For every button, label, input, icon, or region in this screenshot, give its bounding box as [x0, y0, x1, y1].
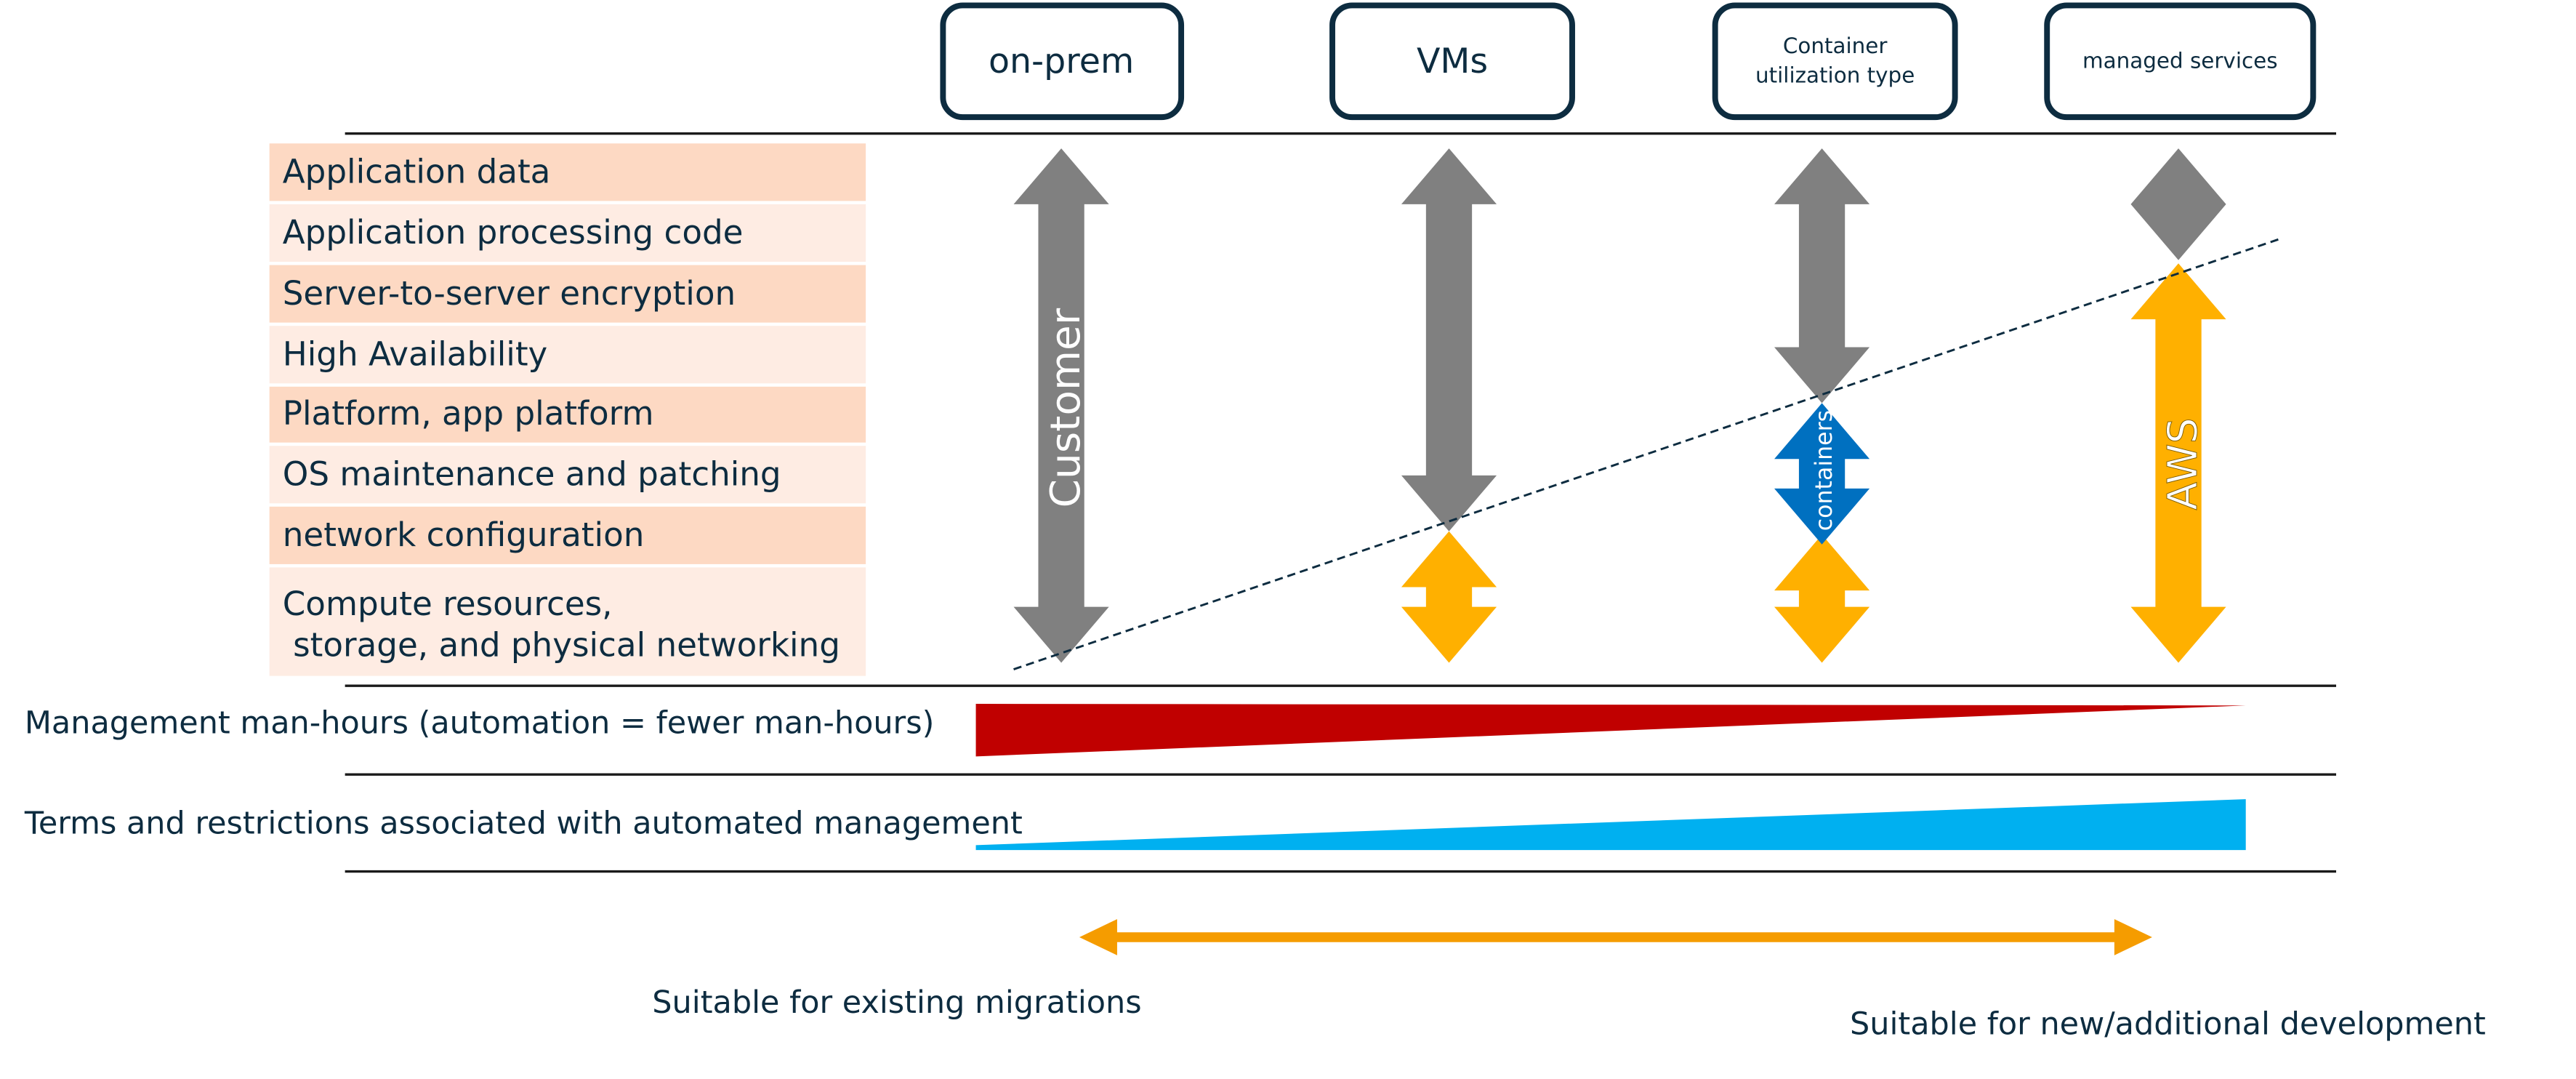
layer-row [269, 386, 866, 443]
column-label-line2: utilization type [1755, 63, 1915, 88]
existing-migrations-label: Suitable for existing migrations [652, 984, 1141, 1021]
layer-label: storage, and physical networking [283, 625, 840, 664]
layer-row [269, 446, 866, 504]
new-development-label: Suitable for new/additional development [1850, 1006, 2486, 1042]
responsibility-boundary-line [1013, 237, 2281, 670]
layer-label: Server-to-server encryption [283, 274, 736, 313]
layer-row [269, 326, 866, 384]
customer-arrow-on-prem [1013, 148, 1109, 663]
containers-label: containers [1811, 410, 1838, 531]
layer-row [269, 204, 866, 262]
layer-row [269, 265, 866, 323]
layer-row [269, 567, 866, 676]
column-label: managed services [2082, 48, 2277, 73]
layer-list: Application data Application processing … [269, 143, 866, 676]
column-label: on-prem [989, 41, 1134, 81]
management-hours-label: Management man-hours (automation = fewer… [25, 705, 934, 742]
layer-label: Compute resources, [283, 585, 613, 623]
customer-arrow-container [1774, 148, 1870, 404]
responsibility-arrows [1013, 148, 2226, 663]
terms-restrictions-label: Terms and restrictions associated with a… [24, 806, 1023, 842]
column-header-managed-services: managed services [2044, 2, 2317, 121]
customer-arrow-managed [2130, 148, 2226, 260]
customer-arrow-vms [1401, 148, 1497, 532]
aws-arrow-container [1774, 534, 1870, 663]
layer-label: OS maintenance and patching [283, 454, 781, 493]
layer-label: Platform, app platform [283, 394, 654, 433]
customer-label: Customer [1042, 308, 1090, 508]
management-hours-wedge [975, 704, 2246, 757]
aws-arrow-vms [1401, 531, 1497, 663]
aws-arrow-managed [2130, 263, 2226, 663]
column-label: VMs [1417, 41, 1488, 81]
layer-label: Application processing code [283, 213, 744, 252]
aws-label: AWS [2160, 417, 2207, 510]
terms-restrictions-wedge [975, 799, 2246, 851]
layer-label: Application data [283, 153, 551, 191]
layer-label: High Availability [283, 334, 548, 373]
column-label-line1: Container [1783, 33, 1888, 58]
column-header-container: Container utilization type [1712, 2, 1958, 121]
layer-row [269, 506, 866, 564]
layer-row [269, 143, 866, 201]
layer-label: network configuration [283, 516, 645, 554]
column-header-on-prem: on-prem [940, 2, 1185, 121]
column-header-vms: VMs [1329, 2, 1575, 121]
suitability-spectrum-arrow [1079, 919, 2152, 955]
containers-arrow [1774, 403, 1870, 545]
